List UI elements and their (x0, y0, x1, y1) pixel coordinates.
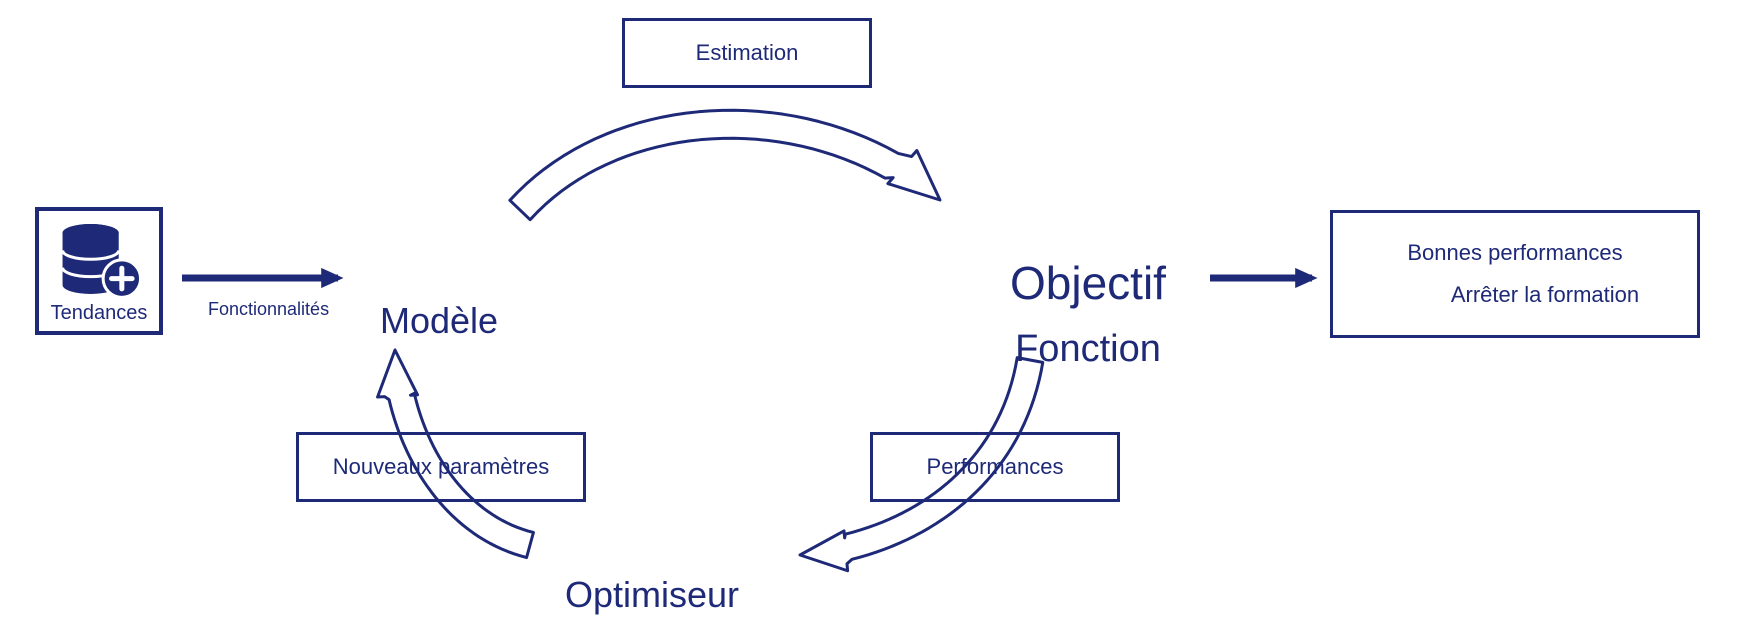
nouveaux-parametres-box: Nouveaux paramètres (296, 432, 586, 502)
bonnes-performances-text: Bonnes performances (1333, 240, 1697, 266)
performances-box: Performances (870, 432, 1120, 502)
fonction-text: Fonction (1010, 328, 1166, 371)
modele-text: Modèle (380, 300, 498, 341)
tendances-box: Tendances (35, 207, 163, 335)
output-box: Bonnes performances Arrêter la formation (1330, 210, 1700, 338)
fonctionnalites-label: Fonctionnalités (208, 278, 329, 320)
modele-label: Modèle (380, 258, 498, 342)
optimiseur-text: Optimiseur (565, 574, 739, 615)
objectif-text: Objectif (1010, 256, 1166, 310)
diagram-stage: Tendances Fonctionnalités Modèle Objecti… (0, 0, 1744, 634)
performances-text: Performances (927, 454, 1064, 480)
estimation-box: Estimation (622, 18, 872, 88)
arreter-formation-text: Arrêter la formation (1333, 282, 1697, 308)
tendances-label: Tendances (51, 302, 148, 324)
optimiseur-label: Optimiseur (565, 532, 739, 616)
objectif-fonction-label: Objectif Fonction (1010, 238, 1166, 389)
fonctionnalites-text: Fonctionnalités (208, 299, 329, 319)
estimation-text: Estimation (696, 40, 799, 66)
nouveaux-parametres-text: Nouveaux paramètres (333, 454, 549, 480)
